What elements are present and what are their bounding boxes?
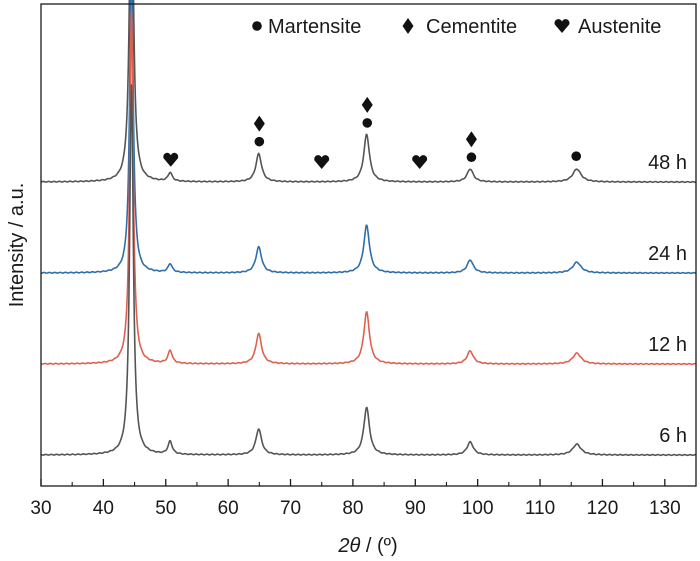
marker-diamond-65 <box>253 115 265 132</box>
x-tick-label-130: 130 <box>649 498 681 519</box>
x-axis-label-theta: θ <box>349 535 360 557</box>
series-label-12-h: 12 h <box>648 334 687 356</box>
legend-label-cementite: Cementite <box>426 16 517 38</box>
x-axis-label-unit: / (º) <box>360 535 397 557</box>
x-tick-label-50: 50 <box>155 498 176 519</box>
series-line-12-h <box>40 10 697 366</box>
legend-label-austenite: Austenite <box>578 16 661 38</box>
x-axis-label: 2θ / (º) <box>337 535 397 557</box>
marker-circle-82-3 <box>362 118 373 128</box>
x-tick-label-80: 80 <box>342 498 363 519</box>
series-line-24-h <box>40 0 697 275</box>
marker-diamond-99 <box>465 131 477 148</box>
series-line-48-h <box>40 0 696 184</box>
marker-circle-99 <box>466 152 477 163</box>
marker-diamond-82-3 <box>361 96 373 113</box>
x-axis-ticks: 30 40 50 60 70 80 90 100 110 120 130 <box>30 479 681 519</box>
x-tick-label-110: 110 <box>525 498 555 519</box>
legend-heart-icon <box>554 19 570 33</box>
series-line-6-h <box>40 84 696 457</box>
x-tick-label-40: 40 <box>93 498 114 519</box>
series-label-24-h: 24 h <box>648 243 687 265</box>
series-label-48-h: 48 h <box>648 152 687 174</box>
x-axis-label-prefix: 2 <box>337 535 349 557</box>
marker-heart-90-7 <box>412 155 428 169</box>
marker-heart-75 <box>314 155 330 169</box>
legend: Martensite Cementite Austenite <box>252 16 661 38</box>
peak-markers <box>163 96 582 169</box>
x-tick-label-120: 120 <box>587 498 619 519</box>
x-tick-label-70: 70 <box>280 498 301 519</box>
x-tick-label-90: 90 <box>405 498 426 519</box>
marker-circle-115-8 <box>571 151 582 161</box>
pattern-curves <box>40 0 697 457</box>
series-labels: 48 h 24 h 12 h 6 h <box>648 152 687 447</box>
legend-circle-icon <box>252 21 262 31</box>
marker-circle-65 <box>254 136 265 147</box>
y-axis-label: Intensity / a.u. <box>6 183 28 308</box>
x-tick-label-60: 60 <box>218 498 239 519</box>
series-label-6-h: 6 h <box>659 425 687 447</box>
legend-label-martensite: Martensite <box>268 16 361 38</box>
plot-frame <box>40 3 697 487</box>
legend-diamond-icon <box>402 18 414 34</box>
x-tick-label-100: 100 <box>462 498 494 519</box>
x-tick-label-30: 30 <box>30 498 51 519</box>
marker-heart-50-8 <box>163 152 179 167</box>
